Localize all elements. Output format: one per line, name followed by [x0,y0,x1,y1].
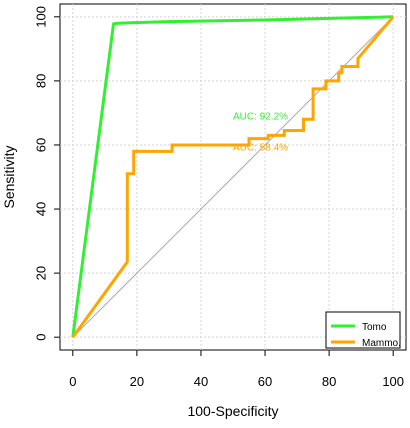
legend: Tomo Mammo. [325,311,401,349]
y-axis-title: Sensitivity [1,145,17,208]
auc-labels: AUC: 92.2% AUC: 58.4% [233,111,288,153]
x-tick-label: 20 [130,374,144,389]
roc-series [71,15,395,339]
reference-diagonal-line [72,16,394,338]
x-axis-title: 100-Specificity [187,403,278,419]
legend-label-tomo: Tomo [362,322,387,333]
legend-label-mammo: Mammo. [362,338,401,349]
series-line-tomo [71,15,394,338]
x-tick-label: 60 [258,374,272,389]
x-tick-label: 80 [322,374,336,389]
y-tick-label: 40 [34,202,49,216]
y-tick-label: 80 [34,74,49,88]
y-tick-label: 20 [34,266,49,280]
y-tick-label: 0 [34,334,49,341]
auc-label-mammo: AUC: 58.4% [233,142,288,153]
x-tick-label: 100 [382,374,404,389]
x-tick-label: 0 [69,374,76,389]
x-axis: 0 20 40 60 80 100 [69,350,404,389]
series-line-mammo [71,15,395,339]
auc-label-tomo: AUC: 92.2% [233,111,288,122]
y-tick-label: 60 [34,138,49,152]
x-tick-label: 40 [194,374,208,389]
y-axis: 0 20 40 60 80 100 [34,6,60,341]
y-tick-label: 100 [34,6,49,28]
